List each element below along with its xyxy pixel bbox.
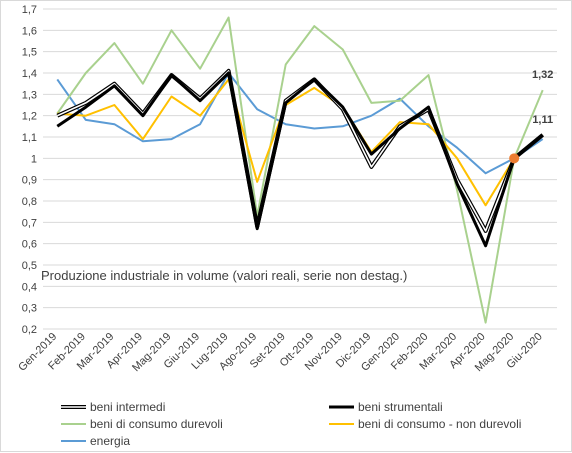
- series-beni-intermedi: [56, 68, 544, 233]
- chart-annotation: Produzione industriale in volume (valori…: [41, 268, 407, 283]
- series-line: [56, 71, 544, 248]
- legend-label: beni di consumo - non durevoli: [358, 417, 521, 431]
- y-tick-label: 0,8: [22, 196, 37, 208]
- legend-label: beni di consumo durevoli: [90, 417, 223, 431]
- y-tick-label: 1,4: [22, 68, 37, 80]
- series-line: [56, 16, 544, 324]
- legend-item-beni-strumentali: beni strumentali: [329, 400, 443, 414]
- legend-item-energia: energia: [61, 434, 130, 448]
- legend-item-beni-di-consumo-non-durevoli: beni di consumo - non durevoli: [329, 417, 521, 431]
- legend-label: beni intermedi: [90, 400, 165, 414]
- legend-item-beni-di-consumo-durevoli: beni di consumo durevoli: [61, 417, 223, 431]
- data-label: 1,11: [532, 114, 553, 126]
- series-line-outer: [56, 68, 544, 233]
- series-beni-di-consumo-durevoli: [56, 16, 544, 324]
- y-tick-label: 0,6: [22, 239, 37, 251]
- y-tick-label: 1,2: [22, 111, 37, 123]
- series-line: [57, 78, 544, 207]
- y-tick-label: 0,5: [22, 260, 37, 272]
- series-line-inner: [56, 70, 544, 232]
- legend-label: energia: [90, 434, 130, 448]
- y-tick-label: 0,9: [22, 175, 37, 187]
- label-layer: 1,32 1,11: [509, 69, 553, 164]
- series-line: [56, 72, 544, 175]
- y-tick-label: 1,7: [22, 4, 37, 16]
- y-tick-label: 0,3: [22, 303, 37, 315]
- axis-layer: 0,2 0,3 0,4 0,5 0,6 0,7 0,8 0,9 1 1,1 1,2 1,3 1,4 1,5…: [16, 4, 545, 374]
- y-tick-label: 0,4: [22, 281, 37, 293]
- legend: beni intermedi beni strumentali beni di co…: [61, 400, 521, 448]
- y-tick-label: 1: [31, 153, 37, 165]
- y-tick-label: 1,1: [22, 132, 37, 144]
- y-tick-label: 1,3: [22, 89, 37, 101]
- series-energia: [56, 72, 544, 175]
- y-tick-label: 0,2: [22, 324, 37, 336]
- grid-layer: [43, 8, 557, 330]
- series-beni-di-consumo-non-durevoli: [57, 78, 544, 207]
- legend-item-beni-intermedi: beni intermedi: [61, 400, 165, 414]
- series-layer: [56, 16, 544, 324]
- marker-point: [509, 153, 520, 164]
- series-beni-strumentali: [56, 71, 544, 248]
- y-tick-label: 1,6: [22, 25, 37, 37]
- y-tick-label: 0,7: [22, 217, 37, 229]
- legend-label: beni strumentali: [358, 400, 443, 414]
- data-label: 1,32: [532, 69, 553, 81]
- y-tick-label: 1,5: [22, 47, 37, 59]
